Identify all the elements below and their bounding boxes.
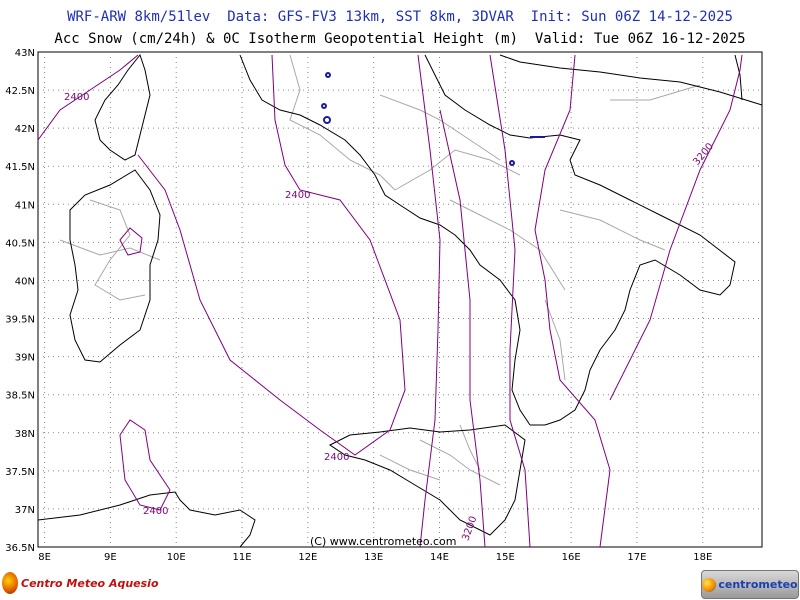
longitude-label: 17E [627,552,646,563]
latitude-label: 37.5N [5,467,35,478]
latitude-label: 42N [15,124,35,135]
longitude-label: 12E [298,552,317,563]
longitude-label: 10E [167,552,186,563]
longitude-label: 8E [38,552,51,563]
longitude-label: 14E [430,552,449,563]
coastline [37,53,763,548]
latitude-label: 38.5N [5,391,35,402]
latitude-label: 41.5N [5,162,35,173]
longitude-label: 13E [364,552,383,563]
logo-emblem-icon [2,572,18,594]
regional-borders [59,54,701,486]
longitude-label: 11E [233,552,252,563]
longitude-labels: 8E 9E 10E 11E 12E 13E 14E 15E 16E 17E 18E [38,552,712,563]
logo-globe-icon [702,577,717,592]
isotherm-contours [37,54,743,548]
contour-label: 2400 [324,452,349,463]
longitude-label: 18E [693,552,712,563]
latitude-labels: 43N 42.5N 42N 41.5N 41N 40.5N 40N 39.5N 39N 38.5N… [5,48,35,554]
latitude-label: 39N [15,353,35,364]
latitude-label: 40N [15,276,35,287]
logo-right-text: centrometeo [718,578,798,591]
latitude-label: 43N [15,48,35,59]
longitude-label: 9E [104,552,117,563]
snow-accumulation [321,72,545,166]
longitude-label: 15E [496,552,515,563]
field-valid-title: Acc Snow (cm/24h) & 0C Isotherm Geopoten… [54,31,746,47]
copyright-text: (C) www.centrometeo.com [310,535,456,548]
latitude-label: 42.5N [5,86,35,97]
map-frame [37,51,763,548]
model-info-title: WRF-ARW 8km/51lev Data: GFS-FV3 13km, SS… [67,9,733,25]
contour-label: 2400 [285,190,310,201]
centro-meteo-aquesio-logo[interactable]: Centro Meteo Aquesio [2,570,159,596]
latitude-label: 39.5N [5,315,35,326]
contour-label: 2400 [64,92,89,103]
contour-label: 2400 [143,506,168,517]
logo-left-text: Centro Meteo Aquesio [21,576,159,590]
graticule [38,52,762,547]
latitude-label: 40.5N [5,238,35,249]
latitude-label: 41N [15,200,35,211]
centrometeo-logo[interactable]: centrometeo [701,570,799,599]
latitude-label: 37N [15,505,35,516]
longitude-label: 16E [562,552,581,563]
latitude-label: 36.5N [5,543,35,554]
latitude-label: 38N [15,429,35,440]
